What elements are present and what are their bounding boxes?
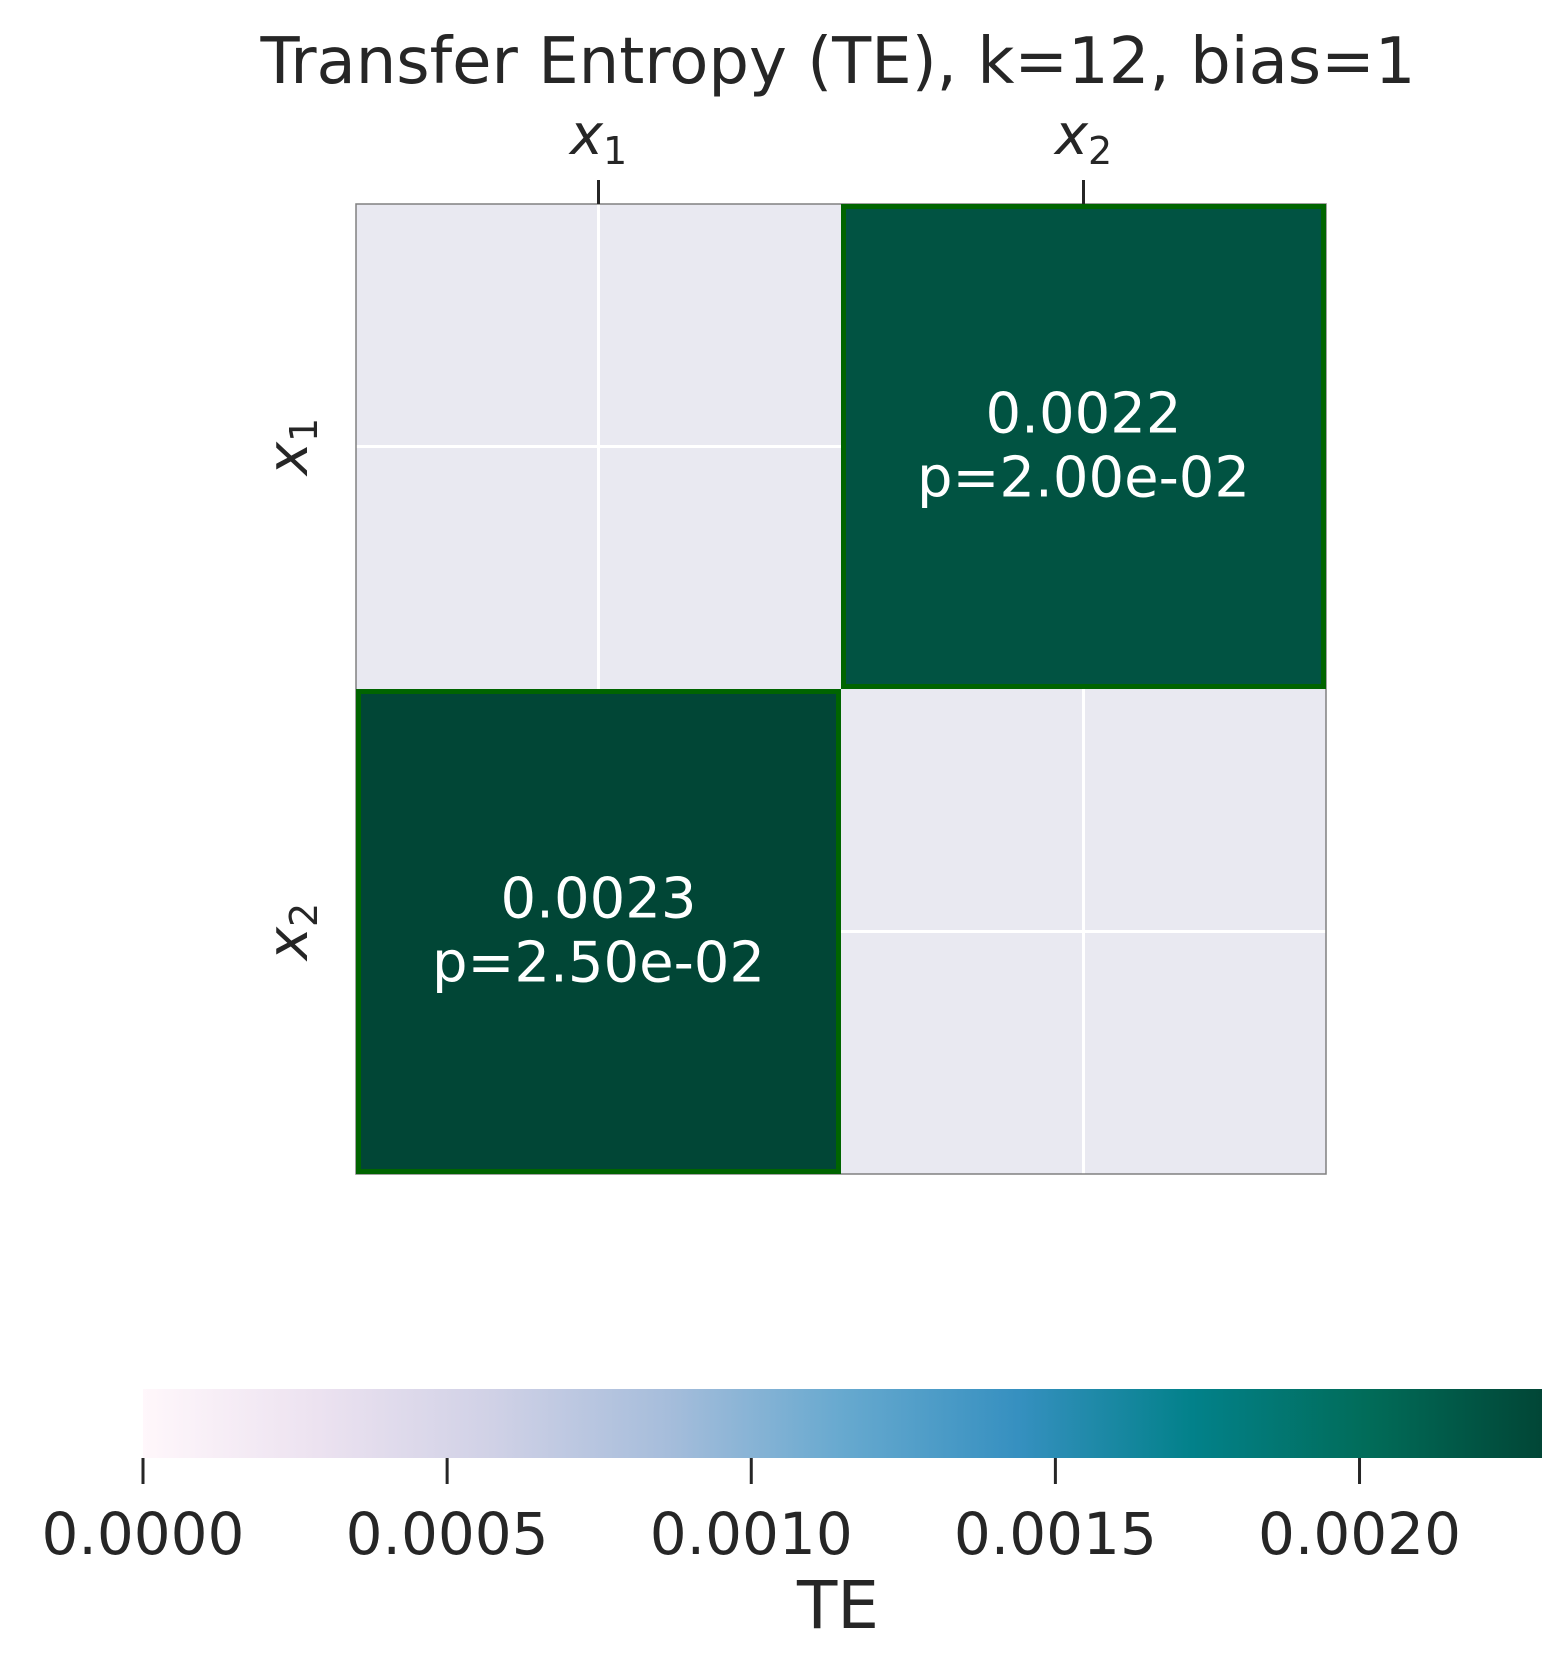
colorbar-tick-label: 0.0005	[346, 1500, 549, 1568]
y-tick-label: x1	[256, 418, 326, 477]
colorbar-label: TE	[796, 1567, 879, 1644]
y-tick-label-group: x1	[256, 418, 326, 477]
colorbar-tick-label: 0.0020	[1258, 1500, 1461, 1568]
cell-value-label: 0.0023	[501, 867, 697, 932]
significance-border	[841, 204, 1326, 689]
y-tick-label: x2	[256, 903, 326, 962]
heatmap-cell-r0-c1	[841, 204, 1326, 689]
colorbar-gradient	[143, 1389, 1542, 1458]
heatmap-axes: x1 x2 x1 x2	[256, 103, 1112, 962]
cell-value-label: 0.0022	[986, 382, 1182, 447]
colorbar: 0.0000 0.0005 0.0010 0.0015 0.0020	[42, 1389, 1542, 1568]
y-tick-label-group: x2	[256, 903, 326, 962]
colorbar-tick-label: 0.0010	[650, 1500, 853, 1568]
x-tick-label: x2	[1053, 103, 1112, 173]
colorbar-tick-label: 0.0015	[954, 1500, 1157, 1568]
colorbar-tick-label: 0.0000	[42, 1500, 245, 1568]
cell-pvalue-label: p=2.00e-02	[917, 446, 1250, 511]
heatmap-cell-r1-c0	[356, 689, 841, 1174]
cell-pvalue-label: p=2.50e-02	[432, 931, 765, 996]
x-tick-label: x1	[568, 103, 627, 173]
significance-border	[356, 689, 841, 1174]
chart-title: Transfer Entropy (TE), k=12, bias=1	[260, 25, 1416, 99]
